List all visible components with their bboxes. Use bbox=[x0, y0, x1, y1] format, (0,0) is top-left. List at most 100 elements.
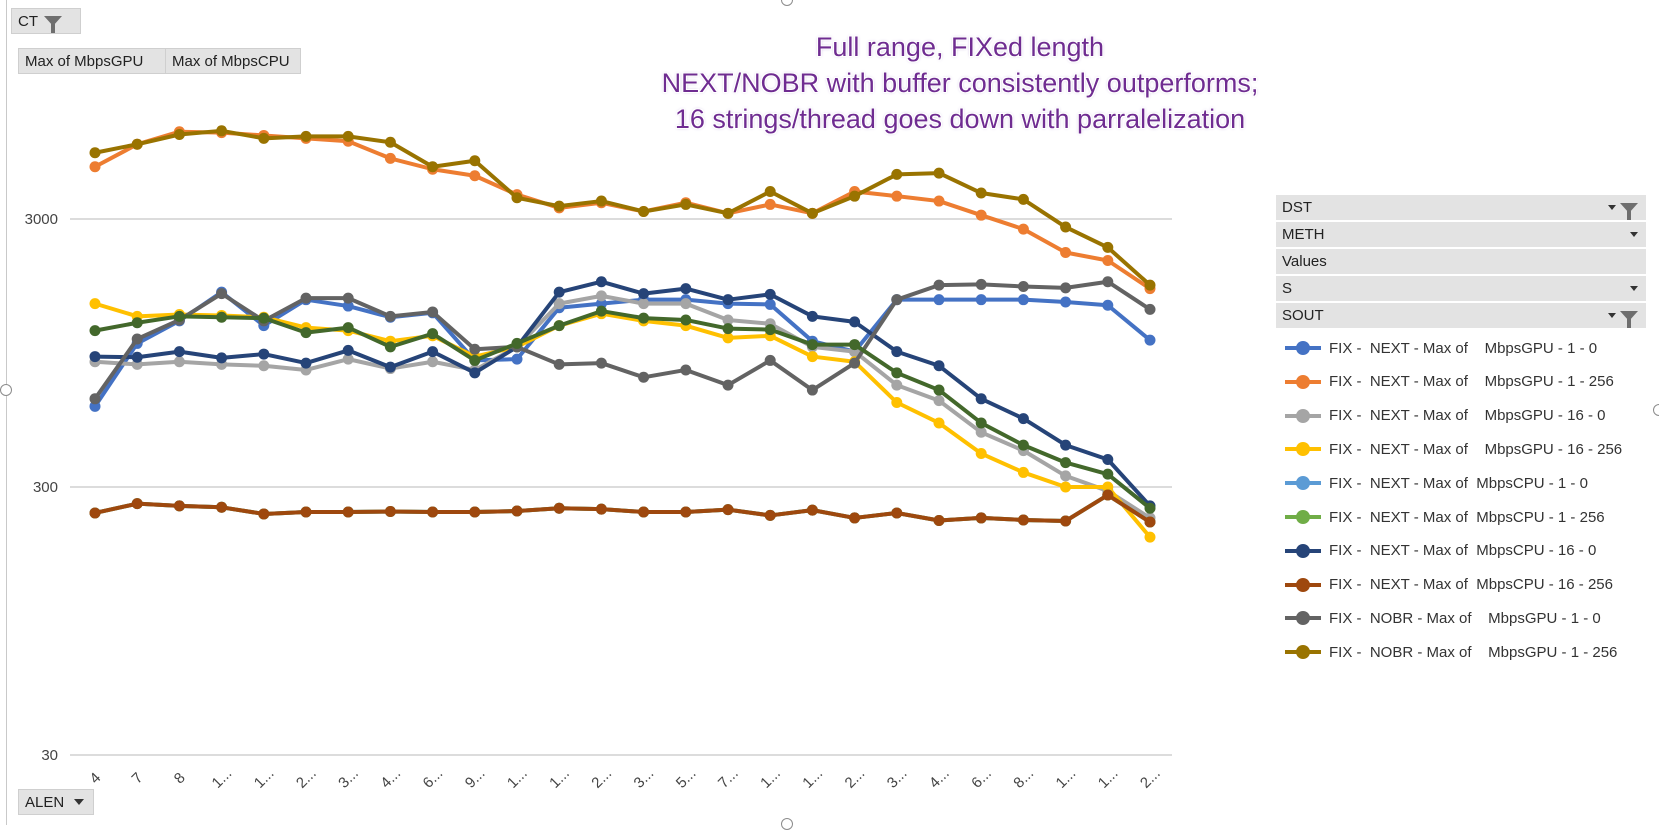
data-point bbox=[1144, 279, 1156, 291]
chevron-down-icon bbox=[1608, 313, 1616, 318]
data-point bbox=[384, 152, 396, 164]
data-point bbox=[342, 300, 354, 312]
data-point bbox=[891, 379, 903, 391]
data-point bbox=[1144, 531, 1156, 543]
field-sout-button[interactable]: SOUT bbox=[1276, 303, 1646, 329]
data-point bbox=[680, 198, 692, 210]
data-point bbox=[342, 506, 354, 518]
field-values-button[interactable]: Values bbox=[1276, 249, 1646, 275]
legend-entry[interactable]: FIX - NEXT - Max of MbpsCPU - 16 - 0 bbox=[1283, 541, 1596, 561]
legend-entry[interactable]: FIX - NOBR - Max of MbpsGPU - 1 - 0 bbox=[1283, 608, 1601, 628]
data-point bbox=[1017, 280, 1029, 292]
data-point bbox=[89, 147, 101, 159]
legend-swatch bbox=[1283, 507, 1323, 527]
field-dst-button[interactable]: DST bbox=[1276, 195, 1646, 221]
field-s-button[interactable]: S bbox=[1276, 276, 1646, 302]
value-field-gpu-button[interactable]: Max of MbpsGPU bbox=[18, 48, 166, 74]
x-tick-label: 7 bbox=[129, 769, 147, 787]
data-point bbox=[427, 161, 439, 173]
data-point bbox=[553, 502, 565, 514]
data-point bbox=[469, 343, 481, 355]
data-point bbox=[933, 279, 945, 291]
data-point bbox=[1060, 282, 1072, 294]
data-point bbox=[891, 346, 903, 358]
x-tick-label: 3... bbox=[884, 765, 911, 792]
chevron-down-icon bbox=[1630, 286, 1638, 291]
data-point bbox=[975, 187, 987, 199]
data-point bbox=[553, 200, 565, 212]
resize-handle-left[interactable] bbox=[0, 384, 12, 396]
data-point bbox=[764, 298, 776, 310]
data-point bbox=[1060, 246, 1072, 258]
data-point bbox=[511, 353, 523, 365]
data-point bbox=[342, 353, 354, 365]
chart-title-line-3: 16 strings/thread goes down with parrale… bbox=[674, 104, 1246, 134]
legend-label: FIX - NOBR - Max of MbpsGPU - 1 - 256 bbox=[1329, 643, 1618, 661]
data-point bbox=[427, 306, 439, 318]
data-point bbox=[764, 198, 776, 210]
data-point bbox=[722, 314, 734, 326]
data-point bbox=[1102, 299, 1114, 311]
ct-filter-button[interactable]: CT bbox=[11, 8, 81, 34]
data-point bbox=[131, 138, 143, 150]
data-point bbox=[89, 161, 101, 173]
legend-entry[interactable]: FIX - NOBR - Max of MbpsGPU - 1 - 256 bbox=[1283, 642, 1617, 662]
field-values-label: Values bbox=[1282, 253, 1327, 270]
data-point bbox=[258, 132, 270, 144]
series-line bbox=[93, 128, 1152, 288]
x-tick-label: 1... bbox=[757, 765, 784, 792]
data-point bbox=[1102, 489, 1114, 501]
legend-label: FIX - NEXT - Max of MbpsCPU - 16 - 256 bbox=[1329, 576, 1613, 594]
data-point bbox=[806, 384, 818, 396]
data-point bbox=[680, 283, 692, 295]
data-point bbox=[216, 501, 228, 513]
data-point bbox=[722, 332, 734, 344]
data-point bbox=[891, 397, 903, 409]
data-point bbox=[469, 367, 481, 379]
data-point bbox=[1017, 514, 1029, 526]
data-point bbox=[1060, 515, 1072, 527]
data-point bbox=[89, 325, 101, 337]
x-tick-label: 7... bbox=[715, 765, 742, 792]
data-point bbox=[1060, 457, 1072, 469]
legend-entry[interactable]: FIX - NEXT - Max of MbpsCPU - 16 - 256 bbox=[1283, 575, 1613, 595]
data-point bbox=[427, 506, 439, 518]
x-tick-label: 2... bbox=[588, 765, 615, 792]
data-point bbox=[300, 130, 312, 142]
data-point bbox=[806, 504, 818, 516]
x-tick-label: 1... bbox=[504, 765, 531, 792]
series-line bbox=[93, 309, 1152, 511]
data-point bbox=[722, 323, 734, 335]
x-tick-label: 2... bbox=[293, 765, 320, 792]
data-point bbox=[511, 505, 523, 517]
data-point bbox=[173, 310, 185, 322]
data-point bbox=[933, 167, 945, 179]
legend-entry[interactable]: FIX - NEXT - Max of MbpsGPU - 16 - 256 bbox=[1283, 439, 1622, 459]
data-point bbox=[595, 195, 607, 207]
x-tick-label: 9... bbox=[462, 765, 489, 792]
legend-entry[interactable]: FIX - NEXT - Max of MbpsCPU - 1 - 256 bbox=[1283, 507, 1605, 527]
alen-axis-field-button[interactable]: ALEN bbox=[18, 789, 94, 815]
resize-handle-right[interactable] bbox=[1653, 404, 1659, 416]
chart-frame-edge bbox=[6, 0, 7, 825]
x-tick-label: 1... bbox=[546, 765, 573, 792]
legend-entry[interactable]: FIX - NEXT - Max of MbpsGPU - 16 - 0 bbox=[1283, 406, 1605, 426]
y-tick-label: 300 bbox=[33, 479, 58, 496]
data-point bbox=[680, 314, 692, 326]
field-meth-button[interactable]: METH bbox=[1276, 222, 1646, 248]
legend-entry[interactable]: FIX - NEXT - Max of MbpsCPU - 1 - 0 bbox=[1283, 473, 1588, 493]
data-point bbox=[806, 207, 818, 219]
data-point bbox=[427, 356, 439, 368]
data-point bbox=[258, 312, 270, 324]
legend-entry[interactable]: FIX - NEXT - Max of MbpsGPU - 1 - 256 bbox=[1283, 372, 1614, 392]
x-tick-label: 5... bbox=[673, 765, 700, 792]
legend-swatch bbox=[1283, 372, 1323, 392]
value-field-cpu-button[interactable]: Max of MbpsCPU bbox=[165, 48, 301, 74]
legend-entry[interactable]: FIX - NEXT - Max of MbpsGPU - 1 - 0 bbox=[1283, 338, 1597, 358]
data-point bbox=[342, 344, 354, 356]
series-line bbox=[93, 301, 1152, 540]
legend-swatch bbox=[1283, 608, 1323, 628]
data-point bbox=[1102, 276, 1114, 288]
data-point bbox=[680, 364, 692, 376]
